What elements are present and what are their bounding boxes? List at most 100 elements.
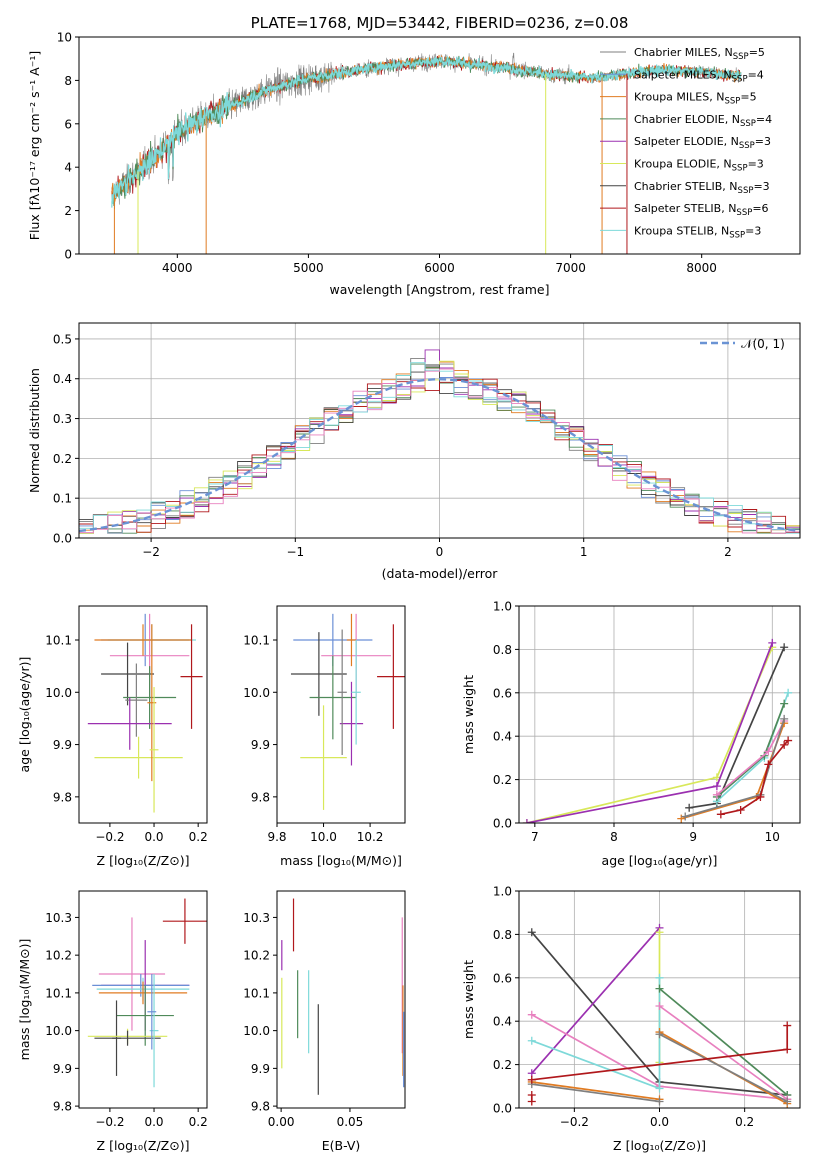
mass-weight-line — [531, 1081, 660, 1101]
x-tick-label: −0.2 — [560, 1115, 589, 1129]
legend-label-main: Kroupa MILES, N — [634, 91, 724, 104]
y-tick-label: 0.6 — [493, 686, 512, 700]
y-tick-label: 0.5 — [53, 332, 72, 346]
y-tick-label: 0.6 — [493, 971, 512, 985]
legend-label-sub: SSP — [729, 230, 745, 240]
spectrum-plot: 4000 5000 6000 7000 8000 0 2 4 6 8 10 PLATE=1768, M… — [27, 14, 801, 297]
plot-frame — [78, 322, 801, 539]
mass-weight-line — [681, 722, 785, 820]
plot-frame — [276, 605, 406, 824]
legend-label-rest: =5 — [749, 46, 765, 59]
chart-title: PLATE=1768, MJD=53442, FIBERID=0236, z=0… — [251, 14, 629, 32]
spectrum-model-line — [111, 56, 742, 208]
mass-weight-marker — [522, 819, 531, 823]
x-tick-label: −1 — [286, 545, 304, 559]
y-tick-label: 10.3 — [243, 911, 270, 925]
x-axis-label: E(B-V) — [322, 1138, 361, 1153]
legend-label-main: Chabrier MILES, N — [634, 46, 733, 59]
x-tick-label: 8000 — [686, 261, 717, 275]
legend-label-rest: =3 — [753, 180, 769, 193]
y-tick-label: 0.2 — [53, 452, 72, 466]
y-tick-label: 10 — [57, 31, 72, 45]
y-tick-label: 10.0 — [243, 1024, 270, 1038]
y-tick-label: 10.1 — [45, 633, 72, 647]
legend-label-sub: SSP — [736, 208, 752, 218]
legend-label-main: Kroupa ELODIE, N — [634, 158, 732, 171]
mass-weight-line — [658, 987, 788, 1096]
legend-label: Chabrier ELODIE, NSSP=4 — [634, 113, 772, 129]
legend-label-sub: SSP — [732, 74, 748, 84]
legend-label-main: Kroupa STELIB, N — [634, 224, 729, 237]
x-axis-label: Z [log₁₀(Z/Z⊙)] — [97, 1138, 190, 1153]
legend-label-sub: SSP — [739, 141, 755, 151]
age-vs-mass-plot: 9.8 10.0 10.2 9.8 9.9 10.0 10.1 mass [log₁₀(M/M… — [243, 605, 406, 868]
mass-weight-marker — [712, 782, 721, 791]
x-axis-label: wavelength [Angstrom, rest frame] — [329, 282, 549, 297]
x-tick-label: 7 — [531, 830, 539, 844]
y-tick-label: 10.0 — [243, 686, 270, 700]
y-axis-label: Normed distribution — [27, 368, 42, 493]
y-tick-label: 0.4 — [53, 372, 72, 386]
x-tick-label: 10 — [765, 830, 780, 844]
y-tick-label: 9.8 — [53, 790, 72, 804]
legend-label: Kroupa MILES, NSSP=5 — [634, 91, 757, 107]
x-tick-label: 9 — [689, 830, 697, 844]
legend-label-rest: =3 — [745, 224, 761, 237]
mass-weight-line — [658, 1005, 788, 1100]
y-axis-label: age [log₁₀(age/yr)] — [17, 657, 32, 773]
legend-label-main: Salpeter MILES, N — [634, 68, 732, 81]
legend-label: Chabrier STELIB, NSSP=3 — [634, 180, 770, 196]
mass-weight-marker — [527, 1097, 536, 1106]
y-tick-label: 4 — [64, 161, 72, 175]
mass-weight-marker — [685, 803, 694, 812]
mass-weight-marker — [655, 984, 664, 993]
gaussian-reference-line — [79, 377, 800, 533]
legend-label: Kroupa ELODIE, NSSP=3 — [634, 158, 764, 174]
x-tick-label: 0.00 — [268, 1115, 295, 1129]
mass-weight-marker — [527, 928, 536, 937]
x-axis-label: (data-model)/error — [382, 566, 499, 581]
y-tick-label: 0.2 — [493, 773, 512, 787]
residual-histogram — [79, 360, 800, 534]
legend-label-rest: =3 — [748, 158, 764, 171]
plot-frame — [78, 36, 801, 255]
mass-weight-marker — [527, 1010, 536, 1019]
y-tick-label: 9.8 — [53, 1100, 72, 1114]
y-tick-label: 10.1 — [243, 633, 270, 647]
mass-weight-line — [526, 646, 774, 823]
y-tick-label: 10.1 — [243, 986, 270, 1000]
x-tick-label: 2 — [724, 545, 732, 559]
mass-vs-EBV-plot: 0.00 0.05 9.8 9.9 10.0 10.1 10.2 10.3 E(B-V) — [243, 890, 406, 1153]
legend-label: Salpeter MILES, NSSP=4 — [634, 68, 764, 84]
x-axis-label: age [log₁₀(age/yr)] — [602, 853, 718, 868]
mass-weight-marker — [527, 1075, 536, 1084]
legend-label: Salpeter STELIB, NSSP=6 — [634, 202, 769, 218]
y-tick-label: 0.0 — [493, 817, 512, 831]
y-tick-label: 0.2 — [493, 1058, 512, 1072]
plot-frame — [518, 605, 801, 824]
legend-label-rest: =5 — [740, 91, 756, 104]
residual-histogram — [79, 368, 800, 534]
x-tick-label: 9.8 — [267, 830, 286, 844]
legend-label-main: Salpeter ELODIE, N — [634, 135, 739, 148]
mass-weight-marker — [655, 1002, 664, 1011]
mass-weight-marker — [784, 688, 793, 697]
legend-label-rest: =4 — [756, 113, 772, 126]
mass-weight-line — [531, 1083, 660, 1103]
mass-weight-marker — [780, 699, 789, 708]
x-tick-label: −0.2 — [95, 830, 124, 844]
mass-weight-marker — [784, 736, 793, 745]
mass-weight-marker — [681, 812, 690, 821]
y-tick-label: 1.0 — [493, 600, 512, 614]
legend-label-rest: =3 — [755, 135, 771, 148]
y-tick-label: 0.8 — [493, 928, 512, 942]
y-tick-label: 10.2 — [243, 949, 270, 963]
mass-weight-marker — [764, 760, 773, 769]
y-tick-label: 1.0 — [493, 885, 512, 899]
y-axis-label: mass weight — [461, 960, 476, 1039]
y-tick-label: 9.8 — [251, 790, 270, 804]
mass-weight-line — [720, 739, 789, 816]
x-tick-label: 10.0 — [310, 830, 337, 844]
